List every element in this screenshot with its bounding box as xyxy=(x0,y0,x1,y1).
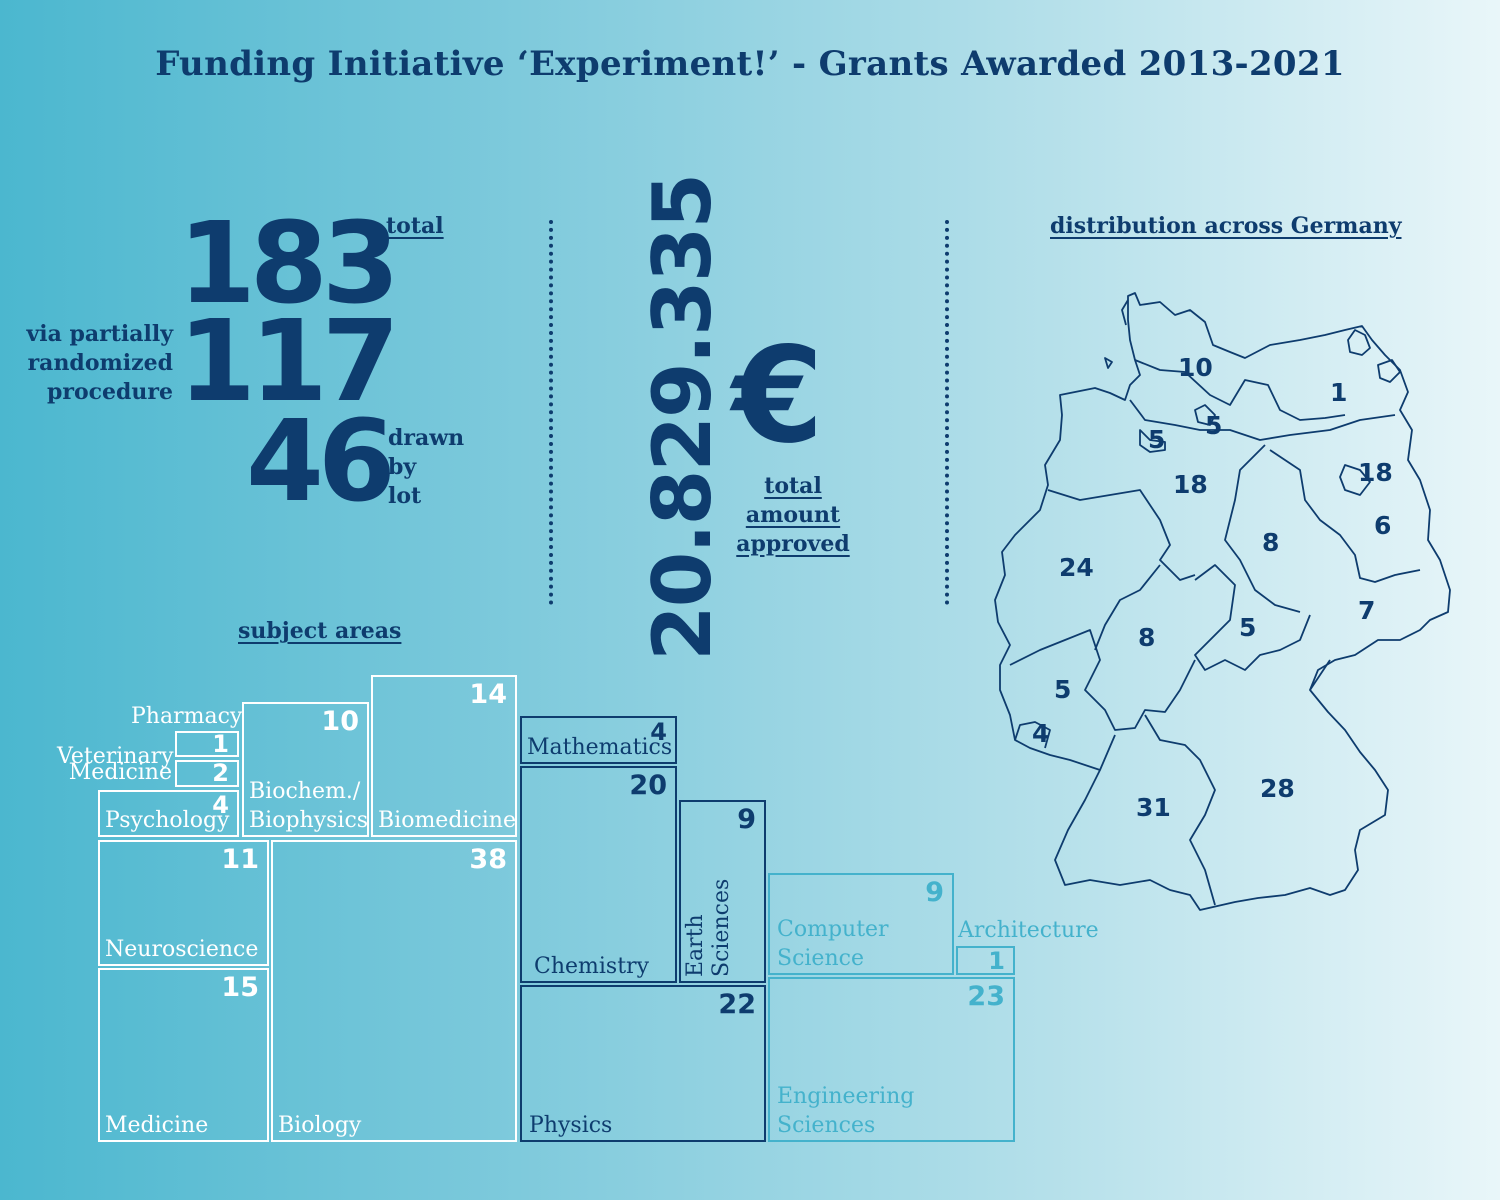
engineering-box: 23 Engineering Sciences xyxy=(768,977,1015,1142)
total-grants-number: 183 xyxy=(178,199,400,329)
earth-sciences-label: Earth Sciences xyxy=(683,878,734,977)
page-title: Funding Initiative ‘Experiment!’ - Grant… xyxy=(155,44,1345,84)
pharmacy-label: Pharmacy xyxy=(131,704,243,729)
map-value-hesse: 8 xyxy=(1138,623,1155,652)
map-value-nrw: 24 xyxy=(1059,553,1094,582)
map-value-berlin: 18 xyxy=(1358,458,1393,487)
map-value-bremen: 5 xyxy=(1148,425,1165,454)
map-value-saxony: 7 xyxy=(1358,596,1375,625)
map-value-saarland: 4 xyxy=(1032,719,1049,748)
total-label: total xyxy=(386,213,444,239)
biology-box: 38 Biology xyxy=(271,840,517,1142)
mathematics-box: 4 Mathematics xyxy=(520,716,677,764)
architecture-label: Architecture xyxy=(958,918,1099,943)
map-value-hamburg: 5 xyxy=(1205,411,1222,440)
euro-sign: € xyxy=(732,319,824,473)
biomedicine-box: 14 Biomedicine xyxy=(371,675,517,837)
separator-right xyxy=(945,220,949,605)
germany-outline xyxy=(994,292,1451,911)
map-value-bavaria: 28 xyxy=(1260,774,1295,803)
map-value-rhineland-palatinate: 5 xyxy=(1054,675,1071,704)
randomized-label: via partially randomized procedure xyxy=(26,321,173,405)
chemistry-box: 20 Chemistry xyxy=(520,766,677,983)
psychology-box: 4 Psychology xyxy=(98,790,239,837)
earth-sciences-box: 9 Earth Sciences xyxy=(679,800,766,983)
biochem-box: 10 Biochem./ Biophysics xyxy=(242,702,369,837)
map-value-saxony-anhalt: 8 xyxy=(1262,528,1279,557)
amount-label: total amount approved xyxy=(736,473,850,557)
medicine-box: 15 Medicine xyxy=(98,968,269,1142)
lot-label: drawn by lot xyxy=(388,425,465,509)
map-value-baden-wuerttemberg: 31 xyxy=(1136,793,1171,822)
neuroscience-box: 11 Neuroscience xyxy=(98,840,269,966)
map-value-lower-saxony: 18 xyxy=(1173,470,1208,499)
physics-box: 22 Physics xyxy=(520,985,766,1142)
subjects-heading: subject areas xyxy=(238,618,402,644)
map-heading: distribution across Germany xyxy=(1050,213,1402,239)
veterinary-box: 2 xyxy=(175,760,239,787)
map-value-thuringia: 5 xyxy=(1239,613,1256,642)
architecture-box: 1 xyxy=(956,946,1015,975)
veterinary-label: Veterinary Medicine xyxy=(57,744,174,785)
separator-left xyxy=(549,220,553,605)
lot-number: 46 xyxy=(246,397,396,527)
map-value-brandenburg: 6 xyxy=(1374,511,1391,540)
map-value-schleswig-holstein: 10 xyxy=(1178,353,1213,382)
pharmacy-box: 1 xyxy=(175,731,239,757)
randomized-number: 117 xyxy=(178,297,400,427)
computer-science-box: 9 Computer Science xyxy=(768,873,954,975)
map-value-mecklenburg: 1 xyxy=(1330,378,1347,407)
